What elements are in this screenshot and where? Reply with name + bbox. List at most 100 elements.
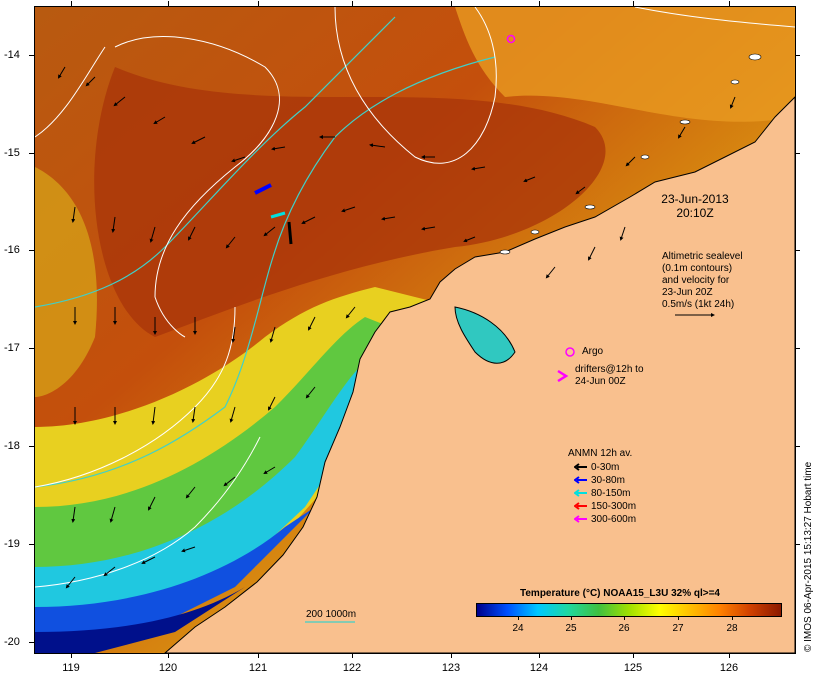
altimetry-line: Altimetric sealevel	[662, 251, 743, 262]
argo-legend-marker	[565, 347, 575, 357]
x-tick	[633, 1, 634, 6]
altimetry-line: and velocity for	[662, 275, 730, 286]
x-tick-label: 124	[529, 662, 549, 674]
x-tick	[451, 1, 452, 6]
colorbar-tick	[678, 616, 679, 620]
drifters-note: drifters@12h to 24-Jun 00Z	[575, 364, 644, 388]
x-tick	[168, 653, 169, 658]
x-tick	[729, 653, 730, 658]
y-tick	[795, 544, 800, 545]
imos-credit: © IMOS 06-Apr-2015 15:13:27 Hobart time	[803, 461, 814, 652]
y-tick	[795, 446, 800, 447]
y-tick	[29, 642, 34, 643]
colorbar-tick	[571, 616, 572, 620]
deep-blue-band	[35, 587, 245, 653]
temperature-colorbar	[476, 603, 782, 617]
islands	[499, 53, 762, 255]
y-tick	[29, 55, 34, 56]
map-time-line: 20:10Z	[676, 206, 714, 220]
colorbar-tick-label: 24	[512, 623, 524, 634]
blue-band	[35, 507, 315, 653]
y-tick	[795, 348, 800, 349]
cyan-band	[35, 352, 405, 647]
legend-item-0-30m: 0-30m	[574, 462, 619, 473]
x-tick	[168, 1, 169, 6]
colorbar-tick-label: 26	[618, 623, 630, 634]
x-tick	[258, 653, 259, 658]
x-tick-label: 120	[158, 662, 178, 674]
drifter-legend-marker	[557, 369, 569, 383]
warm-core	[94, 67, 606, 337]
arrow-left-icon	[574, 463, 587, 472]
legend-item-150-300m: 150-300m	[574, 501, 636, 512]
y-tick-label: -16	[4, 244, 20, 256]
map-date: 23-Jun-2013 20:10Z	[640, 192, 750, 220]
x-tick	[539, 1, 540, 6]
colorbar-tick-label: 27	[672, 623, 684, 634]
mooring-arrow-cyan	[270, 211, 286, 219]
legend-item-label: 0-30m	[591, 462, 620, 473]
arrow-left-icon	[574, 502, 587, 511]
x-tick	[451, 653, 452, 658]
isobath-200	[35, 56, 496, 488]
anmn-legend-title: ANMN 12h av.	[568, 448, 633, 459]
legend-item-label: 80-150m	[591, 488, 631, 499]
y-tick-label: -18	[4, 440, 20, 452]
colorbar-title: Temperature (°C) NOAA15_L3U 32% ql>=4	[520, 588, 720, 599]
colorbar-tick	[624, 616, 625, 620]
arrow-left-icon	[574, 515, 587, 524]
colorbar-tick	[732, 616, 733, 620]
legend-item-label: 300-600m	[591, 514, 637, 525]
x-tick	[71, 1, 72, 6]
altimetry-line: 0.5m/s (1kt 24h)	[662, 299, 735, 310]
map-canvas	[35, 7, 795, 653]
colorbar-tick-label: 28	[726, 623, 738, 634]
map-date-line: 23-Jun-2013	[661, 192, 729, 206]
x-tick	[539, 653, 540, 658]
x-tick-label: 123	[441, 662, 461, 674]
x-tick	[633, 653, 634, 658]
altimetry-line: (0.1m contours)	[662, 263, 733, 274]
y-tick	[29, 348, 34, 349]
x-tick	[352, 653, 353, 658]
x-tick-label: 119	[62, 662, 80, 674]
altimetry-note: Altimetric sealevel (0.1m contours) and …	[662, 251, 743, 311]
y-tick	[29, 153, 34, 154]
y-tick-label: -15	[4, 147, 20, 159]
y-tick-label: -17	[4, 342, 20, 354]
x-tick	[258, 1, 259, 6]
arrow-left-icon	[574, 476, 587, 485]
drifters-line: 24-Jun 00Z	[575, 376, 626, 387]
y-tick	[795, 153, 800, 154]
legend-item-300-600m: 300-600m	[574, 514, 636, 525]
colorbar-tick-label: 25	[565, 623, 577, 634]
drifters-line: drifters@12h to	[575, 364, 644, 375]
x-tick	[352, 1, 353, 6]
yellow-patch-w	[35, 167, 97, 397]
isobath-1000	[35, 16, 396, 308]
y-tick-label: -19	[4, 538, 20, 550]
x-tick	[71, 653, 72, 658]
arrow-left-icon	[574, 489, 587, 498]
x-tick-label: 125	[623, 662, 643, 674]
mooring-arrow-black	[287, 221, 293, 245]
orange-patch-ne	[455, 7, 795, 122]
argo-marker-top	[506, 34, 516, 44]
altimetry-line: 23-Jun 20Z	[662, 287, 713, 298]
sst-map	[34, 6, 796, 654]
y-tick	[795, 250, 800, 251]
y-tick	[795, 55, 800, 56]
king-sound	[454, 306, 516, 364]
mooring-arrow-blue	[254, 183, 272, 195]
isobath-legend-label: 200 1000m	[306, 609, 357, 620]
legend-item-label: 30-80m	[591, 475, 625, 486]
velocity-vectors	[57, 66, 736, 589]
legend-item-label: 150-300m	[591, 501, 637, 512]
sealevel-contours	[35, 7, 795, 588]
y-tick	[29, 446, 34, 447]
y-tick	[29, 544, 34, 545]
x-tick-label: 122	[342, 662, 362, 674]
y-tick	[29, 250, 34, 251]
y-tick-label: -14	[4, 49, 20, 61]
x-tick-label: 126	[719, 662, 739, 674]
